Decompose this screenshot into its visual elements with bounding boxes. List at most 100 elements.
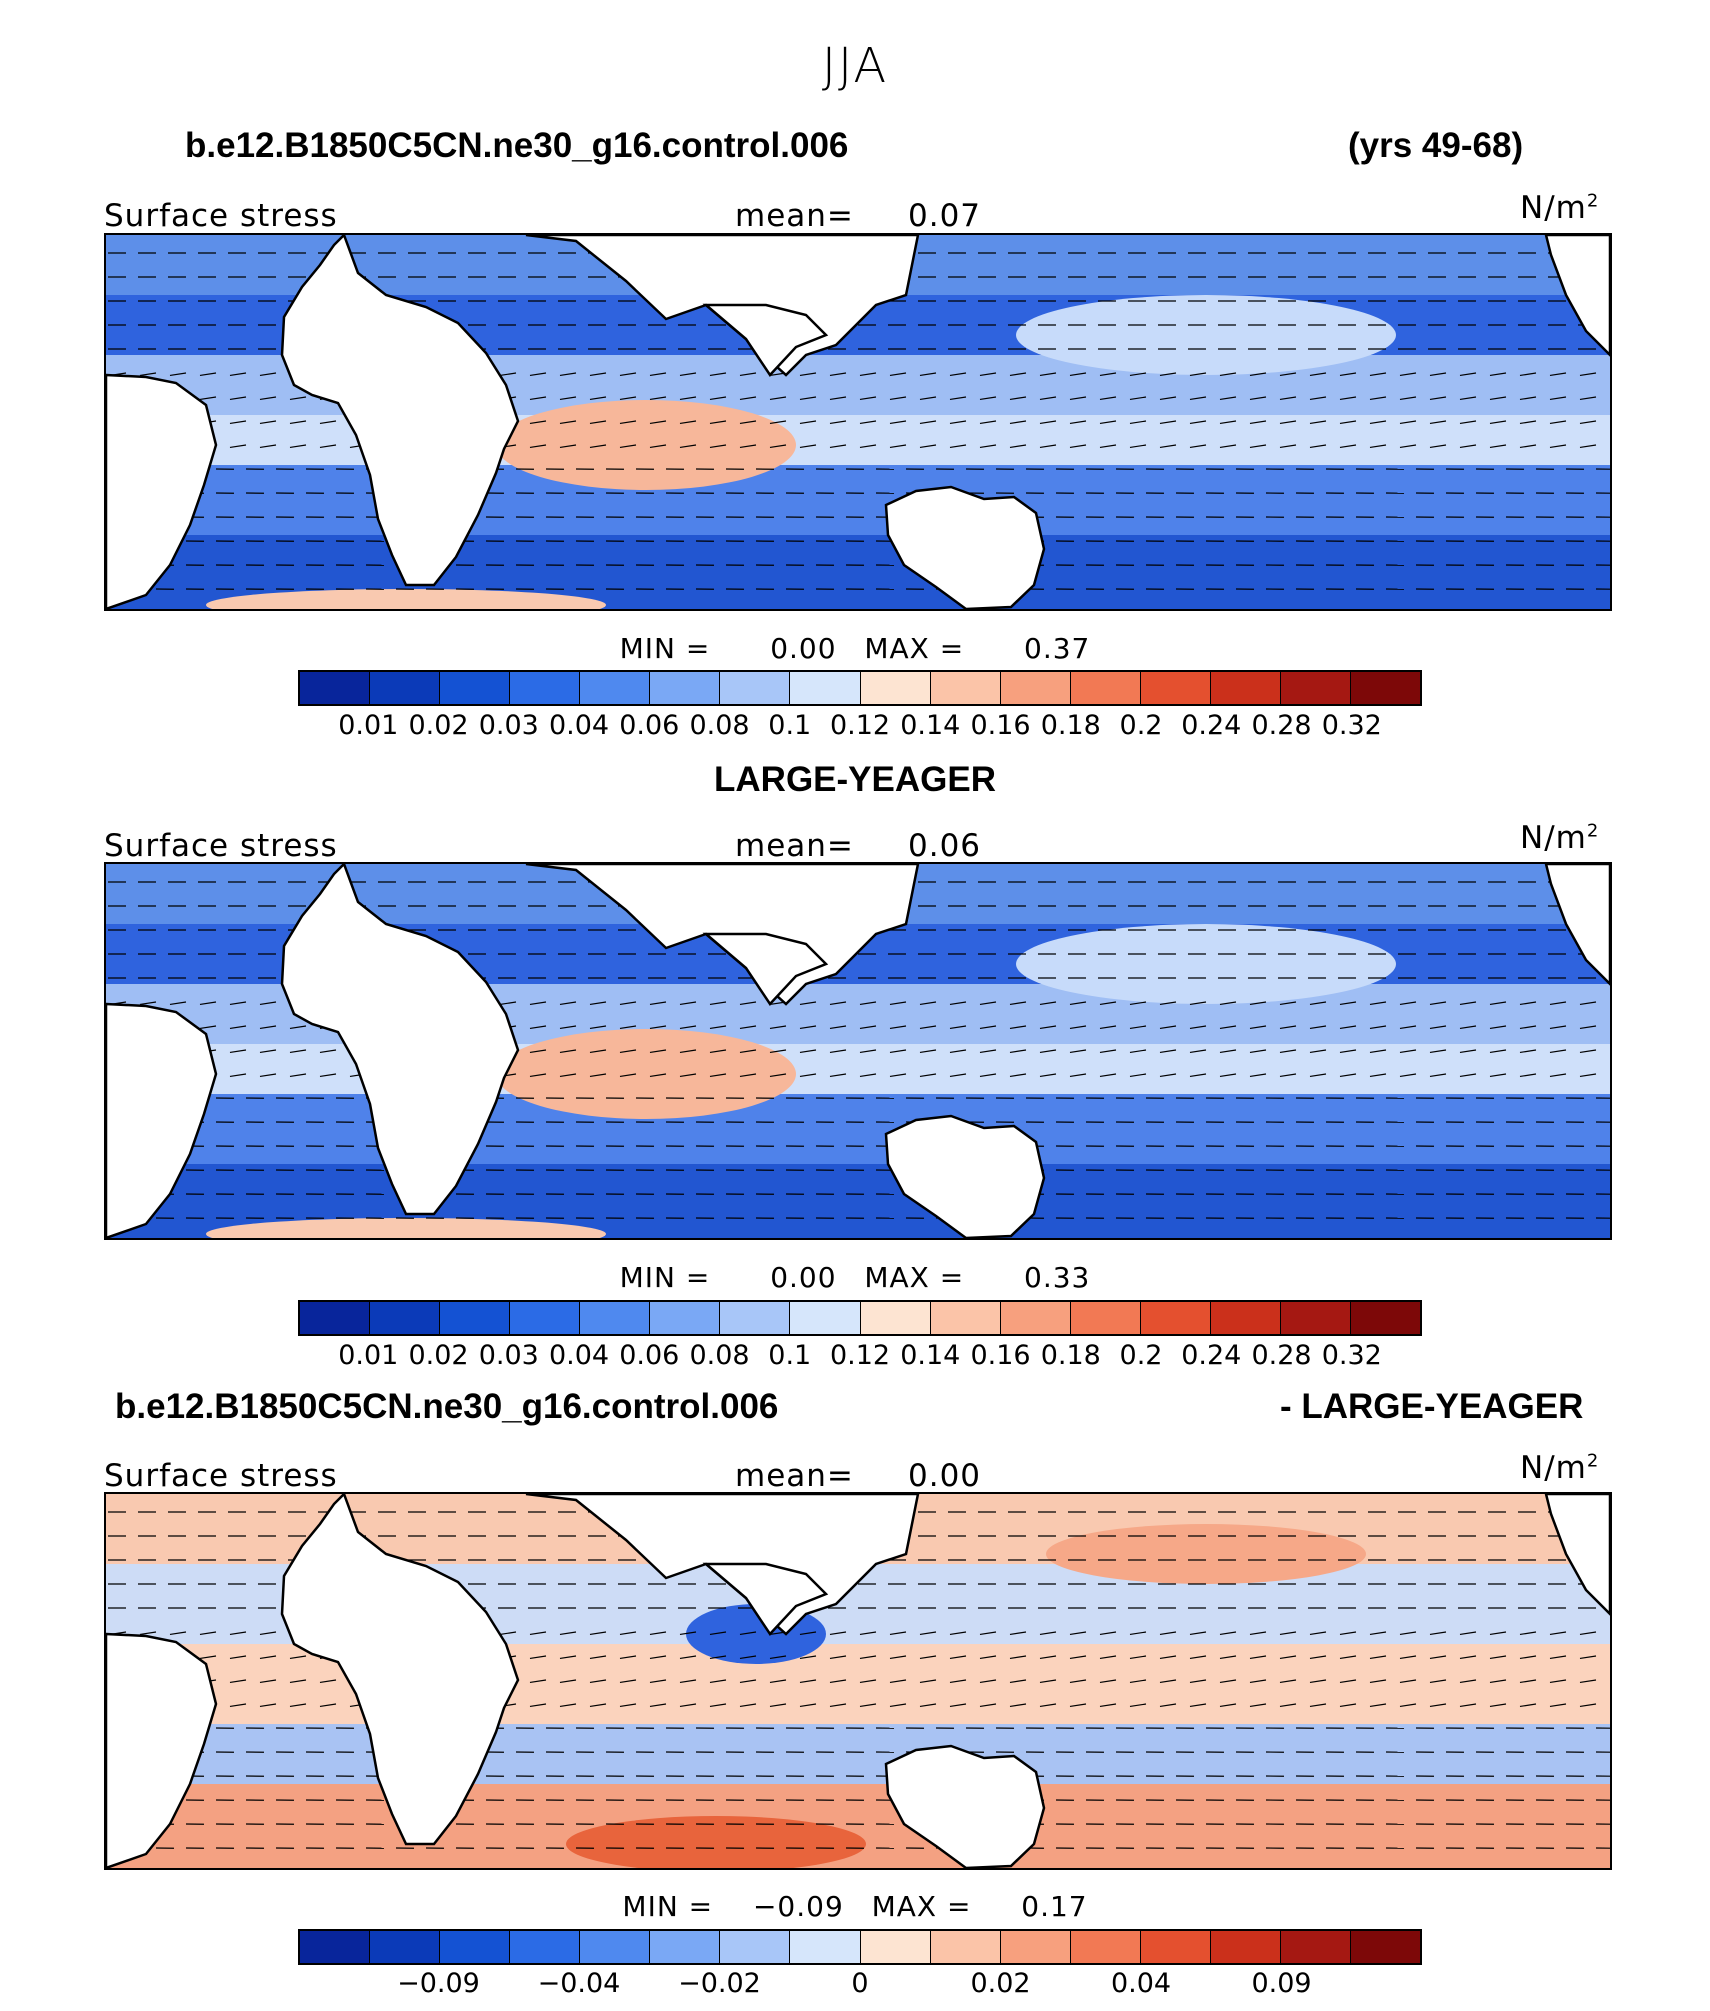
colorbar-swatch (370, 1931, 441, 1963)
colorbar-swatch (440, 1302, 511, 1334)
colorbar-tick-label: 0.14 (900, 710, 961, 741)
colorbar-tick-label: 0.06 (619, 710, 680, 741)
colorbar-tick-label: 0.03 (478, 1340, 539, 1371)
colorbar-swatch (300, 1302, 371, 1334)
colorbar-tick-label: −0.04 (537, 1968, 621, 1999)
colorbar-swatch (1070, 1931, 1141, 1963)
panel3-diff-label: - LARGE-YEAGER (1280, 1387, 1584, 1426)
panel1-colorbar (298, 670, 1422, 706)
panel1-mean-value: 0.07 (908, 198, 982, 234)
colorbar-tick-label: 0.01 (338, 710, 399, 741)
colorbar-tick-label: 0.2 (1119, 710, 1163, 741)
colorbar-swatch (860, 1931, 931, 1963)
colorbar-swatch (1070, 672, 1141, 704)
colorbar-swatch (1210, 1302, 1281, 1334)
colorbar-swatch (1280, 1931, 1351, 1963)
panel1-units-sup: 2 (1586, 190, 1600, 212)
colorbar-swatch (1350, 1931, 1420, 1963)
colorbar-tick-label: 0.28 (1251, 710, 1312, 741)
colorbar-swatch (1000, 1302, 1071, 1334)
panel2-units: N/m2 (1520, 820, 1599, 856)
colorbar-tick-label: −0.02 (678, 1968, 761, 1999)
colorbar-tick-label: 0.06 (619, 1340, 680, 1371)
figure-title: JJA (821, 38, 889, 94)
colorbar-swatch (1140, 672, 1211, 704)
panel2-minmax: MIN = 0.00 MAX = 0.33 (0, 1261, 1710, 1294)
colorbar-tick-label: 0.12 (829, 1340, 891, 1371)
colorbar-tick-label: 0.04 (548, 1340, 610, 1371)
panel2-min-value: 0.00 (770, 1261, 837, 1294)
panel1-min-label: MIN = (619, 632, 711, 665)
colorbar-tick-label: 0.24 (1181, 1340, 1242, 1371)
colorbar-tick-label: 0.24 (1181, 710, 1242, 741)
colorbar-tick-label: 0.28 (1251, 1340, 1312, 1371)
colorbar-swatch (1140, 1931, 1211, 1963)
colorbar-swatch (370, 672, 441, 704)
panel3-mean-label: mean= (735, 1458, 854, 1494)
panel2-max-value: 0.33 (1024, 1261, 1091, 1294)
colorbar-swatch (1070, 1302, 1141, 1334)
colorbar-tick-label: 0.03 (478, 710, 539, 741)
panel3-case-name: b.e12.B1850C5CN.ne30_g16.control.006 (115, 1387, 779, 1426)
colorbar-tick-label: 0.18 (1040, 710, 1101, 741)
colorbar-swatch (1000, 1931, 1071, 1963)
colorbar-tick-label: 0.02 (408, 1340, 469, 1371)
panel1-min-value: 0.00 (770, 632, 837, 665)
colorbar-tick-label: 0.04 (548, 710, 610, 741)
colorbar-tick-label: 0.02 (970, 1968, 1031, 1999)
panel3-field-label: Surface stress (104, 1458, 338, 1494)
panel3-colorbar (298, 1929, 1422, 1965)
panel1-units-text: N/m (1520, 190, 1587, 226)
colorbar-tick-label: 0.32 (1321, 1340, 1382, 1371)
colorbar-tick-label: 0.08 (689, 1340, 750, 1371)
colorbar-swatch (790, 1302, 861, 1334)
colorbar-swatch (1350, 672, 1420, 704)
colorbar-swatch (440, 1931, 511, 1963)
colorbar-swatch (650, 1931, 721, 1963)
panel3-map (104, 1492, 1612, 1870)
panel1-colorbar-ticks: 0.01 0.02 0.03 0.04 0.06 0.08 0.1 0.12 0.14 0.16 0… (298, 710, 1422, 744)
panel1-field-label: Surface stress (104, 198, 338, 234)
colorbar-swatch (930, 1302, 1001, 1334)
colorbar-swatch (1280, 1302, 1351, 1334)
colorbar-swatch (440, 672, 511, 704)
panel2-colorbar (298, 1300, 1422, 1336)
colorbar-swatch (510, 672, 581, 704)
colorbar-swatch (720, 1302, 791, 1334)
colorbar-tick-label: 0.2 (1119, 1340, 1163, 1371)
panel2-field-label: Surface stress (104, 828, 338, 864)
colorbar-swatch (1210, 1931, 1281, 1963)
panel2-mean-value: 0.06 (908, 828, 982, 864)
colorbar-swatch (510, 1302, 581, 1334)
colorbar-swatch (720, 1931, 791, 1963)
colorbar-swatch (720, 672, 791, 704)
colorbar-tick-label: 0.12 (829, 710, 891, 741)
colorbar-tick-label: 0.1 (768, 1340, 812, 1371)
panel2-mean-label: mean= (735, 828, 854, 864)
panel1-mean-label: mean= (735, 198, 854, 234)
colorbar-swatch (1140, 1302, 1211, 1334)
panel1-case-name: b.e12.B1850C5CN.ne30_g16.control.006 (185, 126, 849, 165)
colorbar-swatch (1350, 1302, 1420, 1334)
panel1-minmax: MIN = 0.00 MAX = 0.37 (0, 632, 1710, 665)
colorbar-tick-label: 0.16 (970, 710, 1031, 741)
colorbar-tick-label: 0.1 (768, 710, 812, 741)
colorbar-tick-label: 0.16 (970, 1340, 1031, 1371)
colorbar-tick-label: 0.09 (1251, 1968, 1312, 1999)
panel1-max-label: MAX = (864, 632, 965, 665)
colorbar-swatch (580, 1931, 651, 1963)
panel3-mean-value: 0.00 (908, 1458, 982, 1494)
colorbar-swatch (580, 672, 651, 704)
colorbar-tick-label: 0.14 (900, 1340, 961, 1371)
colorbar-tick-label: 0.02 (408, 710, 469, 741)
colorbar-tick-label: 0.18 (1040, 1340, 1101, 1371)
colorbar-tick-label: 0.01 (338, 1340, 399, 1371)
colorbar-swatch (650, 672, 721, 704)
colorbar-swatch (790, 1931, 861, 1963)
panel3-max-label: MAX = (871, 1890, 972, 1923)
colorbar-swatch (860, 1302, 931, 1334)
panel2-units-text: N/m (1520, 820, 1587, 856)
panel3-minmax: MIN = −0.09 MAX = 0.17 (0, 1890, 1710, 1923)
colorbar-swatch (790, 672, 861, 704)
panel1-units: N/m2 (1520, 190, 1599, 226)
